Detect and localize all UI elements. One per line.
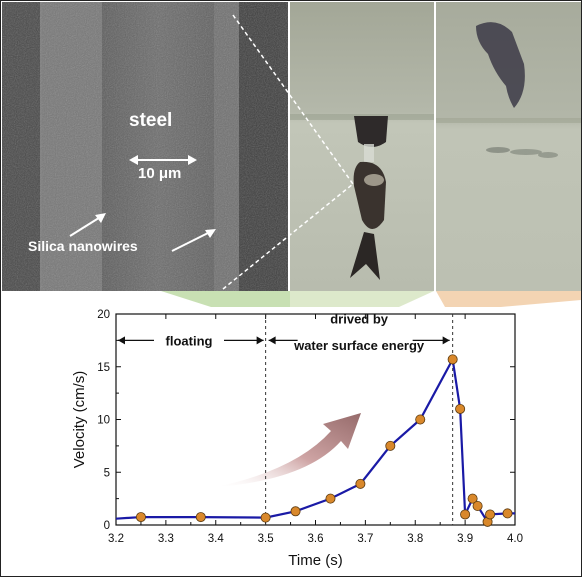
data-point bbox=[447, 354, 458, 365]
data-point bbox=[415, 414, 426, 425]
data-point bbox=[355, 478, 366, 489]
data-point bbox=[385, 440, 396, 451]
data-point bbox=[472, 501, 483, 512]
sem-image bbox=[2, 2, 288, 291]
plot-area: 3.2 3.3 3.4 3.5 3.6 3.7 3.8 3.9 4.0 0 5 10 15 20 Time … bbox=[71, 309, 523, 569]
floating-arrow-left-head bbox=[118, 336, 125, 345]
data-point bbox=[455, 403, 466, 414]
drived-arrow-right-head bbox=[442, 336, 450, 345]
trend-arrow bbox=[216, 413, 361, 487]
x-tick-label: 3.5 bbox=[258, 533, 274, 545]
x-tick-label: 3.6 bbox=[308, 533, 324, 545]
drived-arrow-left-head bbox=[268, 336, 276, 345]
floating-arrow-right-head bbox=[256, 336, 264, 345]
x-tick-label: 3.9 bbox=[457, 533, 473, 545]
data-point bbox=[260, 512, 271, 523]
x-tick-label: 3.8 bbox=[407, 533, 423, 545]
x-axis-label: Time (s) bbox=[288, 552, 342, 569]
floating-annotation: floating bbox=[166, 333, 213, 348]
photo-fish-at-surface bbox=[290, 2, 434, 291]
data-point bbox=[135, 512, 146, 523]
nanowire-label: Silica nanowires bbox=[28, 238, 138, 254]
data-point bbox=[460, 509, 471, 520]
x-tick-label: 3.4 bbox=[208, 533, 225, 545]
data-point bbox=[290, 506, 301, 517]
velocity-line bbox=[115, 355, 515, 525]
y-tick-label: 0 bbox=[104, 520, 110, 532]
sem-micrograph: steel 10 μm Silica nanowires bbox=[2, 2, 288, 291]
velocity-chart: 3.2 3.3 3.4 3.5 3.6 3.7 3.8 3.9 4.0 0 5 10 15 20 Time … bbox=[71, 309, 523, 569]
y-tick-label: 20 bbox=[97, 309, 110, 321]
steel-label: steel bbox=[129, 110, 173, 131]
x-tick-label: 3.2 bbox=[108, 533, 124, 545]
photo-fish-jumping bbox=[436, 2, 581, 291]
y-axis-label: Velocity (cm/s) bbox=[71, 371, 88, 469]
photo-image-2 bbox=[436, 2, 581, 291]
drived-annotation-line2: water surface energy bbox=[293, 338, 425, 353]
drived-annotation-line1: drived by bbox=[330, 311, 389, 326]
data-point bbox=[195, 512, 206, 523]
y-tick-label: 15 bbox=[97, 362, 110, 374]
data-point bbox=[502, 508, 513, 519]
zoom-connector bbox=[161, 14, 581, 307]
x-tick-label: 4.0 bbox=[507, 533, 523, 545]
x-tick-label: 3.7 bbox=[357, 533, 373, 545]
y-tick-label: 5 bbox=[104, 467, 110, 479]
x-tick-label: 3.3 bbox=[158, 533, 174, 545]
photo-image-1 bbox=[290, 2, 434, 291]
data-point bbox=[485, 509, 496, 520]
scale-bar-label: 10 μm bbox=[138, 165, 182, 182]
data-point bbox=[325, 493, 336, 504]
data-point bbox=[467, 493, 478, 504]
y-tick-label: 10 bbox=[97, 415, 110, 427]
